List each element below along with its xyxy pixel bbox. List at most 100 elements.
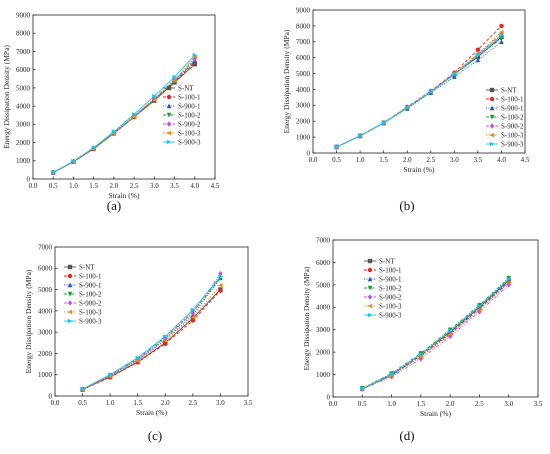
legend-marker xyxy=(367,285,373,291)
y-tick-label: 1000 xyxy=(38,371,53,379)
x-tick-label: 1.0 xyxy=(106,399,115,407)
plot-frame xyxy=(332,239,539,398)
legend-marker xyxy=(489,87,495,93)
x-tick-label: 0.0 xyxy=(29,182,38,190)
y-tick-label: 8000 xyxy=(16,30,31,38)
y-tick-label: 3000 xyxy=(316,326,331,334)
series-S-900-3 xyxy=(360,277,512,391)
y-tick-label: 2000 xyxy=(38,350,53,358)
legend-marker xyxy=(367,312,373,318)
y-tick-label: 2000 xyxy=(316,349,331,357)
series-S-900-2 xyxy=(51,56,197,176)
x-tick-label: 1.0 xyxy=(69,182,78,190)
y-tick-label: 1000 xyxy=(316,371,331,379)
data-point xyxy=(171,78,177,83)
series-S-900-1 xyxy=(51,57,197,175)
y-tick-label: 0 xyxy=(49,392,53,400)
y-tick-label: 1000 xyxy=(16,157,31,165)
series-S-NT xyxy=(334,34,504,150)
data-point xyxy=(452,72,457,77)
x-tick-label: 3.5 xyxy=(244,399,253,407)
series-line xyxy=(53,54,196,173)
data-point xyxy=(190,315,196,320)
y-tick-label: 6000 xyxy=(38,265,53,273)
data-point xyxy=(111,129,117,134)
data-point xyxy=(151,97,157,102)
x-tick-label: 3.0 xyxy=(450,156,459,164)
data-point xyxy=(107,372,113,377)
legend-label: S-100-1 xyxy=(178,93,201,101)
data-point xyxy=(499,36,504,42)
y-axis-label: Energy Dissipation Density (MPa) xyxy=(24,269,33,373)
y-tick-label: 6000 xyxy=(316,259,331,267)
data-point xyxy=(381,120,387,126)
x-axis-label: Strain (%) xyxy=(403,165,435,174)
y-tick-label: 2000 xyxy=(16,139,31,147)
series-S-900-3 xyxy=(334,33,505,150)
panel-caption: (d) xyxy=(399,428,414,443)
series-S-100-2 xyxy=(80,275,223,392)
panel-caption: (b) xyxy=(399,198,414,213)
legend-marker xyxy=(367,267,373,273)
data-point xyxy=(192,52,198,58)
legend-marker xyxy=(67,309,73,315)
data-point xyxy=(217,283,223,288)
legend: S-NTS-100-1S-900-1S-100-2S-900-2S-100-3S… xyxy=(486,86,524,148)
x-tick-label: 1.0 xyxy=(356,156,365,164)
legend-marker xyxy=(367,303,373,309)
data-point xyxy=(418,352,424,357)
data-point xyxy=(428,89,434,95)
x-tick-label: 0.5 xyxy=(49,182,58,190)
chart-2: 0.0 0.5 1.0 1.5 2.0 2.5 3.0 3.5 4.0 4.5 0 1000 2000 3… xyxy=(282,6,530,213)
data-point xyxy=(131,112,137,117)
data-point xyxy=(475,53,481,58)
y-axis-label: Energy Dissipation Density (MPa) xyxy=(302,266,311,370)
legend: S-NTS-100-1S-900-1S-100-2S-900-2S-100-3S… xyxy=(163,84,201,146)
legend-marker xyxy=(489,105,495,111)
legend-label: S-100-2 xyxy=(178,111,201,119)
data-point xyxy=(163,341,168,347)
series-S-100-3 xyxy=(359,280,511,392)
x-axis-label: Strain (%) xyxy=(136,408,168,417)
y-axis-label: Energy Dissipation Density (MPa) xyxy=(2,45,11,149)
data-point xyxy=(405,105,410,110)
series-line xyxy=(336,35,502,148)
series-line xyxy=(82,276,221,390)
y-tick-label: 9000 xyxy=(296,6,311,14)
x-tick-label: 0.0 xyxy=(329,400,338,408)
y-tick-label: 0 xyxy=(27,175,31,183)
y-tick-label: 3000 xyxy=(296,102,311,110)
data-point xyxy=(218,270,223,277)
y-tick-label: 7000 xyxy=(296,38,311,46)
legend-label: S-900-1 xyxy=(501,104,524,112)
series-line xyxy=(82,289,221,391)
chart-3: 0.0 0.5 1.0 1.5 2.0 2.5 3.0 3.5 0 1000 2000 3000 400… xyxy=(24,243,253,443)
data-point xyxy=(499,33,505,38)
data-point xyxy=(190,318,196,323)
legend-marker xyxy=(489,141,495,147)
legend-label: S-900-1 xyxy=(379,275,402,283)
legend-marker xyxy=(67,282,73,288)
data-point xyxy=(152,93,157,99)
series-line xyxy=(362,284,510,390)
data-point xyxy=(135,358,140,364)
x-tick-label: 1.5 xyxy=(416,400,425,408)
legend-marker xyxy=(489,114,495,120)
y-tick-label: 3000 xyxy=(16,121,31,129)
legend-label: S-100-1 xyxy=(501,95,524,103)
legend-label: S-NT xyxy=(379,257,395,265)
legend-label: S-100-2 xyxy=(501,113,524,121)
legend: S-NTS-100-1S-900-1S-100-2S-900-2S-100-3S… xyxy=(364,257,402,319)
x-axis-label: Strain (%) xyxy=(108,191,140,200)
x-tick-label: 1.5 xyxy=(133,399,142,407)
x-tick-label: 0.0 xyxy=(309,156,318,164)
legend-marker xyxy=(166,94,172,100)
data-point xyxy=(218,288,223,293)
legend-marker xyxy=(67,318,73,324)
legend-label: S-900-2 xyxy=(178,120,201,128)
x-tick-label: 0.5 xyxy=(358,400,367,408)
x-tick-label: 4.0 xyxy=(190,182,199,190)
data-point xyxy=(51,170,56,175)
y-tick-label: 0 xyxy=(307,149,311,157)
legend-marker xyxy=(367,294,373,300)
